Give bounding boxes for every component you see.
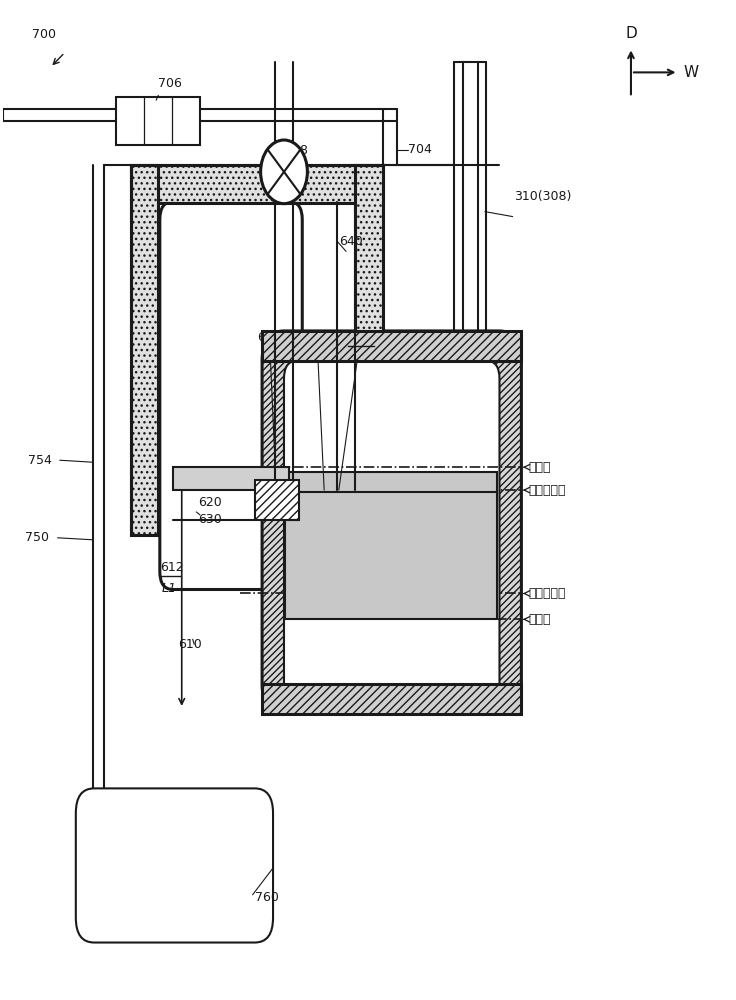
Text: W: W	[684, 65, 698, 80]
Text: 640: 640	[339, 235, 363, 248]
Text: 630: 630	[199, 513, 222, 526]
Text: 上限値: 上限値	[528, 613, 551, 626]
Circle shape	[261, 140, 308, 204]
Text: 706: 706	[158, 77, 183, 90]
Text: 610: 610	[178, 638, 202, 651]
Bar	[355, 165, 383, 357]
Bar	[173, 467, 289, 490]
Text: 下限设定値: 下限设定値	[528, 484, 566, 497]
Bar	[262, 331, 521, 361]
FancyBboxPatch shape	[284, 361, 500, 709]
Text: 704: 704	[408, 143, 432, 156]
Text: 754: 754	[29, 454, 52, 467]
Text: 624: 624	[349, 331, 372, 344]
Text: 310(308): 310(308)	[514, 190, 571, 203]
Bar	[130, 165, 383, 203]
FancyBboxPatch shape	[76, 788, 273, 943]
Text: 652: 652	[305, 331, 329, 344]
Text: 650: 650	[405, 583, 428, 596]
Text: D: D	[625, 26, 637, 41]
Text: 622: 622	[258, 331, 281, 344]
Bar	[286, 472, 498, 492]
Text: 612: 612	[160, 561, 183, 574]
Text: 下限値: 下限値	[528, 461, 551, 474]
Text: 760: 760	[255, 891, 279, 904]
FancyBboxPatch shape	[262, 331, 521, 714]
Text: 上限设定値: 上限设定値	[528, 587, 566, 600]
Text: L1: L1	[162, 582, 177, 595]
Bar	[262, 684, 521, 714]
Text: 758: 758	[284, 144, 308, 157]
Text: 750: 750	[25, 531, 49, 544]
Bar	[130, 165, 158, 535]
Bar	[255, 480, 299, 520]
Text: 700: 700	[32, 28, 56, 41]
Bar	[286, 490, 498, 619]
FancyBboxPatch shape	[160, 202, 302, 590]
Text: 620: 620	[199, 496, 222, 509]
Bar	[116, 97, 200, 145]
